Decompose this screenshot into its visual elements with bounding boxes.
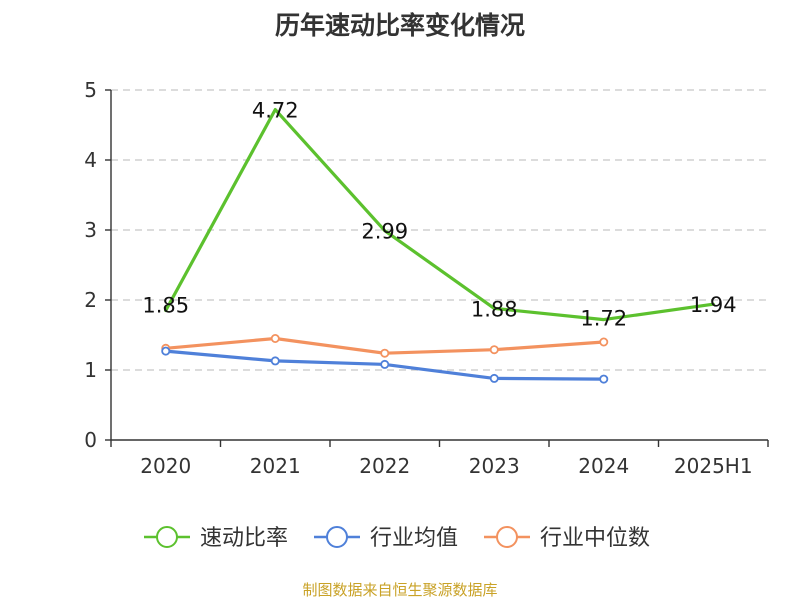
data-point [380, 359, 390, 369]
y-tick-label: 0 [84, 428, 97, 452]
data-label: 4.72 [252, 99, 299, 123]
legend-label: 行业中位数 [540, 526, 650, 551]
y-tick-label: 4 [84, 148, 97, 172]
data-point [599, 337, 609, 347]
data-point [380, 348, 390, 358]
series-line [164, 107, 715, 322]
x-tick-label: 2023 [469, 454, 520, 478]
data-label: 1.85 [142, 294, 189, 318]
series-2 [161, 333, 609, 358]
data-label: 1.94 [690, 293, 737, 317]
source-note: 制图数据来自恒生聚源数据库 [302, 581, 498, 599]
data-label: 1.88 [471, 297, 518, 321]
legend-marker [326, 526, 348, 548]
data-point [270, 356, 280, 366]
data-point [489, 345, 499, 355]
y-tick-label: 3 [84, 218, 97, 242]
x-tick-label: 2021 [250, 454, 301, 478]
x-tick-label: 2024 [578, 454, 629, 478]
legend: 速动比率 行业均值 行业中位数 [144, 526, 650, 551]
series-1 [161, 346, 609, 384]
x-tick-label: 2022 [359, 454, 410, 478]
y-tick-label: 5 [84, 78, 97, 102]
legend-marker [156, 526, 178, 548]
legend-label: 速动比率 [200, 526, 288, 551]
legend-marker [496, 526, 518, 548]
data-label-layer: 1.85 4.72 2.99 1.88 1.72 1.94 [142, 99, 736, 331]
data-label: 2.99 [361, 220, 408, 244]
y-tick-label: 1 [84, 358, 97, 382]
legend-item: 行业均值 [314, 526, 458, 551]
chart-title: 历年速动比率变化情况 [274, 11, 525, 40]
data-point [270, 333, 280, 343]
x-tick-label: 2020 [140, 454, 191, 478]
x-tick-label: 2025H1 [674, 454, 753, 478]
legend-label: 行业均值 [370, 526, 458, 551]
data-point [161, 346, 171, 356]
y-tick-label: 2 [84, 288, 97, 312]
data-point [599, 374, 609, 384]
data-point [489, 373, 499, 383]
legend-item: 行业中位数 [484, 526, 650, 551]
series-0 [164, 107, 715, 322]
series-layer [161, 107, 715, 384]
data-label: 1.72 [580, 307, 627, 331]
legend-item: 速动比率 [144, 526, 288, 551]
axis-layer: 0 1 2 3 4 5 2020 2021 2022 2023 2024 2025H1 [84, 78, 769, 478]
